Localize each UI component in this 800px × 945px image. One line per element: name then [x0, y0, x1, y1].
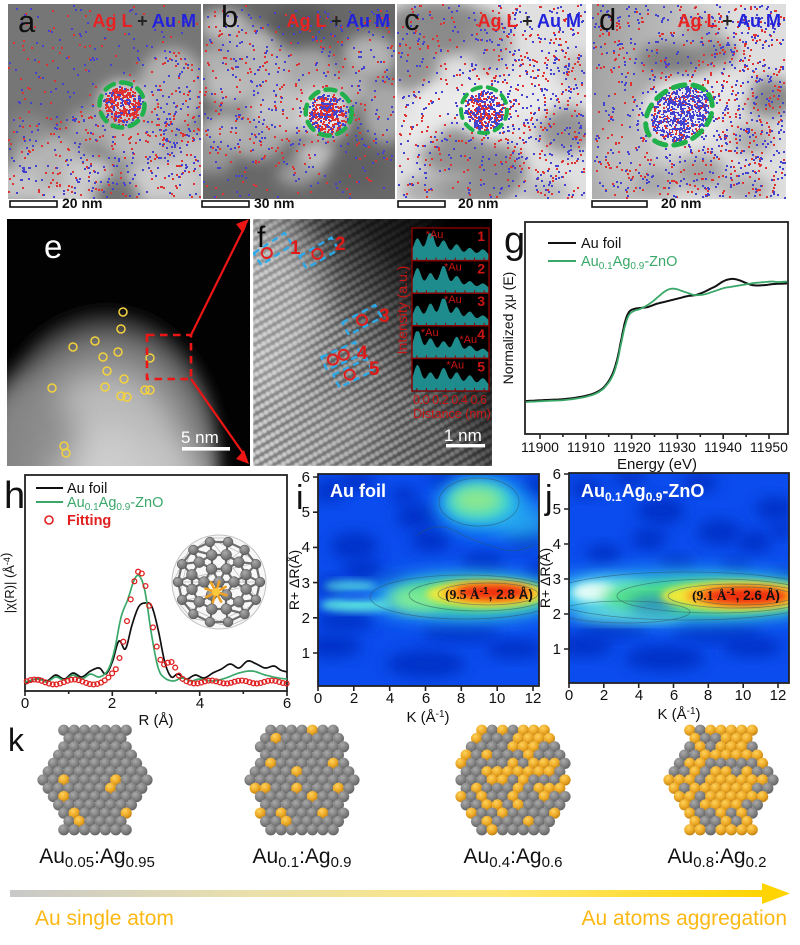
svg-text:Ag L + Au M: Ag L + Au M	[92, 11, 196, 31]
svg-text:6: 6	[283, 695, 291, 712]
svg-text:Distance (nm): Distance (nm)	[413, 407, 491, 421]
svg-text:Au0.05:Ag0.95: Au0.05:Ag0.95	[39, 845, 155, 871]
svg-text:|χ(R)| (Å-4): |χ(R)| (Å-4)	[0, 553, 17, 614]
svg-text:Au0.1:Ag0.9: Au0.1:Ag0.9	[253, 845, 352, 871]
svg-text:Normalized χμ (E): Normalized χμ (E)	[500, 272, 516, 385]
svg-text:2: 2	[335, 234, 346, 255]
svg-text:8: 8	[457, 690, 465, 707]
svg-text:3: 3	[477, 293, 485, 309]
svg-text:11920: 11920	[613, 439, 651, 455]
svg-text:Au foil: Au foil	[67, 481, 107, 497]
svg-text:Fitting: Fitting	[67, 513, 111, 529]
svg-text:R (Å): R (Å)	[139, 712, 174, 729]
svg-text:h: h	[4, 475, 25, 517]
svg-text:10: 10	[489, 690, 506, 707]
svg-text:20 nm: 20 nm	[661, 195, 701, 211]
svg-text:Au atoms aggregation: Au atoms aggregation	[582, 907, 787, 930]
svg-text:*Au: *Au	[444, 262, 462, 274]
svg-text:0: 0	[21, 695, 29, 712]
svg-text:(9.1 Å-1, 2.6 Å): (9.1 Å-1, 2.6 Å)	[692, 587, 780, 603]
svg-text:a: a	[18, 4, 36, 39]
svg-text:Au0.1Ag0.9-ZnO: Au0.1Ag0.9-ZnO	[67, 495, 163, 513]
svg-text:4: 4	[635, 687, 643, 704]
svg-text:5: 5	[302, 504, 310, 521]
svg-text:Au0.1Ag0.9-ZnO: Au0.1Ag0.9-ZnO	[581, 254, 677, 272]
svg-text:0.0 0.2 0.4 0.6: 0.0 0.2 0.4 0.6	[413, 393, 487, 407]
svg-text:5: 5	[477, 358, 485, 374]
svg-text:R+ ΔR(Å): R+ ΔR(Å)	[537, 548, 553, 608]
svg-text:*Au: *Au	[459, 334, 477, 346]
svg-text:Ag L + Au M: Ag L + Au M	[677, 11, 781, 31]
svg-text:Au0.8:Ag0.2: Au0.8:Ag0.2	[668, 845, 767, 871]
svg-text:4: 4	[553, 536, 561, 553]
svg-text:0: 0	[314, 690, 322, 707]
svg-text:6: 6	[553, 466, 561, 483]
svg-text:8: 8	[704, 687, 712, 704]
svg-text:Intensity (a.u.): Intensity (a.u.)	[394, 266, 410, 355]
svg-text:Au foil: Au foil	[581, 236, 621, 252]
svg-text:11930: 11930	[658, 439, 696, 455]
svg-text:6: 6	[302, 469, 310, 486]
svg-text:2: 2	[477, 261, 485, 277]
svg-text:d: d	[599, 2, 616, 37]
svg-text:20 nm: 20 nm	[458, 195, 498, 211]
svg-text:R+ ΔR(Å): R+ ΔR(Å)	[286, 550, 302, 610]
svg-text:2: 2	[600, 687, 608, 704]
svg-text:k: k	[8, 722, 25, 758]
svg-text:1: 1	[290, 238, 301, 259]
svg-text:1 nm: 1 nm	[444, 426, 482, 445]
svg-text:10: 10	[735, 687, 752, 704]
svg-text:Au single atom: Au single atom	[35, 907, 174, 930]
svg-text:K (Å-1): K (Å-1)	[657, 706, 700, 723]
svg-text:e: e	[44, 228, 62, 265]
svg-text:b: b	[221, 0, 238, 34]
svg-text:0: 0	[565, 687, 573, 704]
svg-text:Au0.1Ag0.9-ZnO: Au0.1Ag0.9-ZnO	[581, 481, 704, 504]
svg-text:Au foil: Au foil	[330, 481, 386, 501]
svg-text:g: g	[504, 220, 525, 262]
svg-text:5: 5	[369, 359, 380, 380]
svg-text:3: 3	[553, 571, 561, 588]
svg-text:Au0.4:Ag0.6: Au0.4:Ag0.6	[464, 845, 563, 871]
svg-text:i: i	[296, 479, 304, 517]
svg-text:Ag L + Au M: Ag L + Au M	[477, 11, 581, 31]
svg-text:4: 4	[477, 326, 485, 342]
svg-text:11950: 11950	[750, 439, 788, 455]
svg-text:f: f	[257, 221, 266, 254]
svg-text:Energy (eV): Energy (eV)	[617, 456, 697, 473]
svg-text:20 nm: 20 nm	[62, 195, 102, 211]
svg-text:*Au: *Au	[446, 359, 464, 371]
svg-text:12: 12	[770, 687, 787, 704]
svg-text:1: 1	[553, 641, 561, 658]
svg-text:4: 4	[386, 690, 394, 707]
svg-text:4: 4	[357, 343, 368, 364]
svg-text:K (Å-1): K (Å-1)	[406, 709, 449, 726]
svg-text:3: 3	[302, 575, 310, 592]
svg-text:11940: 11940	[704, 439, 742, 455]
svg-text:2: 2	[302, 610, 310, 627]
svg-text:(9.5 Å-1, 2.8 Å): (9.5 Å-1, 2.8 Å)	[445, 586, 533, 602]
svg-text:4: 4	[196, 695, 204, 712]
svg-text:1: 1	[477, 228, 485, 244]
svg-text:*Au: *Au	[444, 294, 462, 306]
svg-text:Ag L + Au M: Ag L + Au M	[286, 11, 390, 31]
svg-text:4: 4	[302, 539, 310, 556]
svg-text:*Au: *Au	[421, 327, 439, 339]
svg-text:2: 2	[108, 695, 116, 712]
svg-text:11910: 11910	[567, 439, 605, 455]
svg-text:3: 3	[379, 306, 390, 327]
svg-text:c: c	[404, 2, 420, 37]
svg-text:11900: 11900	[521, 439, 559, 455]
svg-text:6: 6	[422, 690, 430, 707]
svg-text:6: 6	[670, 687, 678, 704]
svg-text:30 nm: 30 nm	[254, 195, 294, 211]
svg-text:1: 1	[302, 645, 310, 662]
svg-text:j: j	[544, 479, 553, 517]
svg-text:12: 12	[525, 690, 542, 707]
svg-text:2: 2	[350, 690, 358, 707]
svg-text:2: 2	[553, 606, 561, 623]
svg-text:5 nm: 5 nm	[181, 428, 219, 447]
svg-text:5: 5	[553, 501, 561, 518]
svg-text:*Au: *Au	[426, 229, 444, 241]
